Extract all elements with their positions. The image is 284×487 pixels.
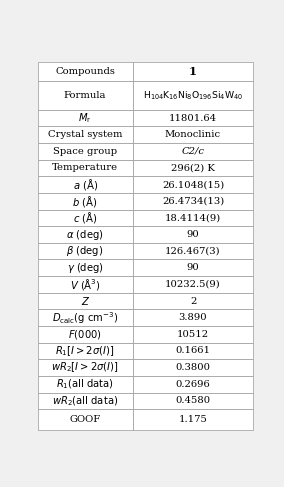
Bar bbox=[38, 293, 133, 309]
Bar bbox=[133, 243, 253, 260]
Text: Monoclinic: Monoclinic bbox=[165, 130, 221, 139]
Text: $\gamma$ (deg): $\gamma$ (deg) bbox=[67, 261, 104, 275]
Bar bbox=[38, 276, 133, 293]
Bar bbox=[133, 260, 253, 276]
Text: 10512: 10512 bbox=[177, 330, 209, 339]
Bar bbox=[133, 143, 253, 160]
Text: 90: 90 bbox=[187, 263, 199, 272]
Bar bbox=[38, 127, 133, 143]
Bar bbox=[38, 160, 133, 176]
Bar bbox=[38, 193, 133, 209]
Text: $\beta$ (deg): $\beta$ (deg) bbox=[66, 244, 104, 258]
Bar bbox=[133, 209, 253, 226]
Bar bbox=[133, 81, 253, 110]
Bar bbox=[38, 209, 133, 226]
Bar bbox=[38, 409, 133, 430]
Text: 26.1048(15): 26.1048(15) bbox=[162, 180, 224, 189]
Text: $R_{1}[I{>}2\sigma(I)]$: $R_{1}[I{>}2\sigma(I)]$ bbox=[55, 344, 115, 358]
Bar bbox=[133, 393, 253, 409]
Bar bbox=[133, 326, 253, 343]
Text: Temperature: Temperature bbox=[52, 164, 118, 172]
Bar bbox=[38, 326, 133, 343]
Text: 90: 90 bbox=[187, 230, 199, 239]
Bar bbox=[133, 110, 253, 127]
Bar bbox=[133, 359, 253, 376]
Bar bbox=[133, 176, 253, 193]
Text: $\mathit{b}$ (Å): $\mathit{b}$ (Å) bbox=[72, 194, 98, 209]
Text: $\mathit{V}$ (Å$^{3}$): $\mathit{V}$ (Å$^{3}$) bbox=[70, 277, 101, 292]
Bar bbox=[133, 160, 253, 176]
Bar bbox=[38, 226, 133, 243]
Bar bbox=[133, 409, 253, 430]
Text: 0.2696: 0.2696 bbox=[176, 380, 210, 389]
Bar bbox=[133, 193, 253, 209]
Bar bbox=[38, 343, 133, 359]
Text: 26.4734(13): 26.4734(13) bbox=[162, 197, 224, 206]
Text: $\mathit{c}$ (Å): $\mathit{c}$ (Å) bbox=[73, 210, 97, 225]
Text: $\mathit{D}_{\mathrm{calc}}$(g cm$^{-3}$): $\mathit{D}_{\mathrm{calc}}$(g cm$^{-3}$… bbox=[52, 310, 118, 326]
Text: $\mathit{M}_{\mathrm{r}}$: $\mathit{M}_{\mathrm{r}}$ bbox=[78, 111, 92, 125]
Text: C2/c: C2/c bbox=[181, 147, 204, 156]
Text: Crystal system: Crystal system bbox=[48, 130, 122, 139]
Bar bbox=[133, 343, 253, 359]
Text: 0.3800: 0.3800 bbox=[176, 363, 210, 372]
Bar bbox=[133, 276, 253, 293]
Text: 1.175: 1.175 bbox=[179, 415, 207, 424]
Bar bbox=[38, 359, 133, 376]
Text: 10232.5(9): 10232.5(9) bbox=[165, 280, 221, 289]
Text: $\alpha$ (deg): $\alpha$ (deg) bbox=[66, 227, 104, 242]
Bar bbox=[38, 309, 133, 326]
Bar bbox=[38, 62, 133, 81]
Text: 0.1661: 0.1661 bbox=[176, 346, 210, 356]
Text: $wR_{2}[I{>}2\sigma(I)]$: $wR_{2}[I{>}2\sigma(I)]$ bbox=[51, 361, 119, 375]
Bar bbox=[38, 243, 133, 260]
Text: 0.4580: 0.4580 bbox=[176, 396, 210, 405]
Text: 126.467(3): 126.467(3) bbox=[165, 246, 221, 256]
Text: $\mathit{F}$(000): $\mathit{F}$(000) bbox=[68, 328, 102, 341]
Text: Compounds: Compounds bbox=[55, 67, 115, 76]
Bar bbox=[38, 176, 133, 193]
Text: $R_{1}$(all data): $R_{1}$(all data) bbox=[56, 377, 114, 391]
Bar bbox=[38, 260, 133, 276]
Bar bbox=[133, 127, 253, 143]
Text: 11801.64: 11801.64 bbox=[169, 113, 217, 123]
Text: 296(2) K: 296(2) K bbox=[171, 164, 215, 172]
Bar bbox=[38, 376, 133, 393]
Bar bbox=[133, 226, 253, 243]
Text: $wR_{2}$(all data): $wR_{2}$(all data) bbox=[52, 394, 118, 408]
Bar bbox=[133, 376, 253, 393]
Bar bbox=[133, 293, 253, 309]
Bar bbox=[38, 393, 133, 409]
Text: Formula: Formula bbox=[64, 91, 106, 100]
Text: $\mathit{a}$ (Å): $\mathit{a}$ (Å) bbox=[73, 177, 98, 192]
Text: 18.4114(9): 18.4114(9) bbox=[165, 213, 221, 223]
Text: 1: 1 bbox=[189, 66, 197, 77]
Text: Space group: Space group bbox=[53, 147, 117, 156]
Bar bbox=[38, 110, 133, 127]
Text: 2: 2 bbox=[190, 297, 196, 305]
Bar bbox=[38, 143, 133, 160]
Text: 3.890: 3.890 bbox=[179, 313, 207, 322]
Text: $\mathit{Z}$: $\mathit{Z}$ bbox=[81, 295, 90, 307]
Bar bbox=[133, 309, 253, 326]
Text: GOOF: GOOF bbox=[70, 415, 101, 424]
Text: $\mathrm{H_{104}K_{16}Ni_8O_{196}Si_4W_{40}}$: $\mathrm{H_{104}K_{16}Ni_8O_{196}Si_4W_{… bbox=[143, 89, 243, 101]
Bar bbox=[38, 81, 133, 110]
Bar bbox=[133, 62, 253, 81]
